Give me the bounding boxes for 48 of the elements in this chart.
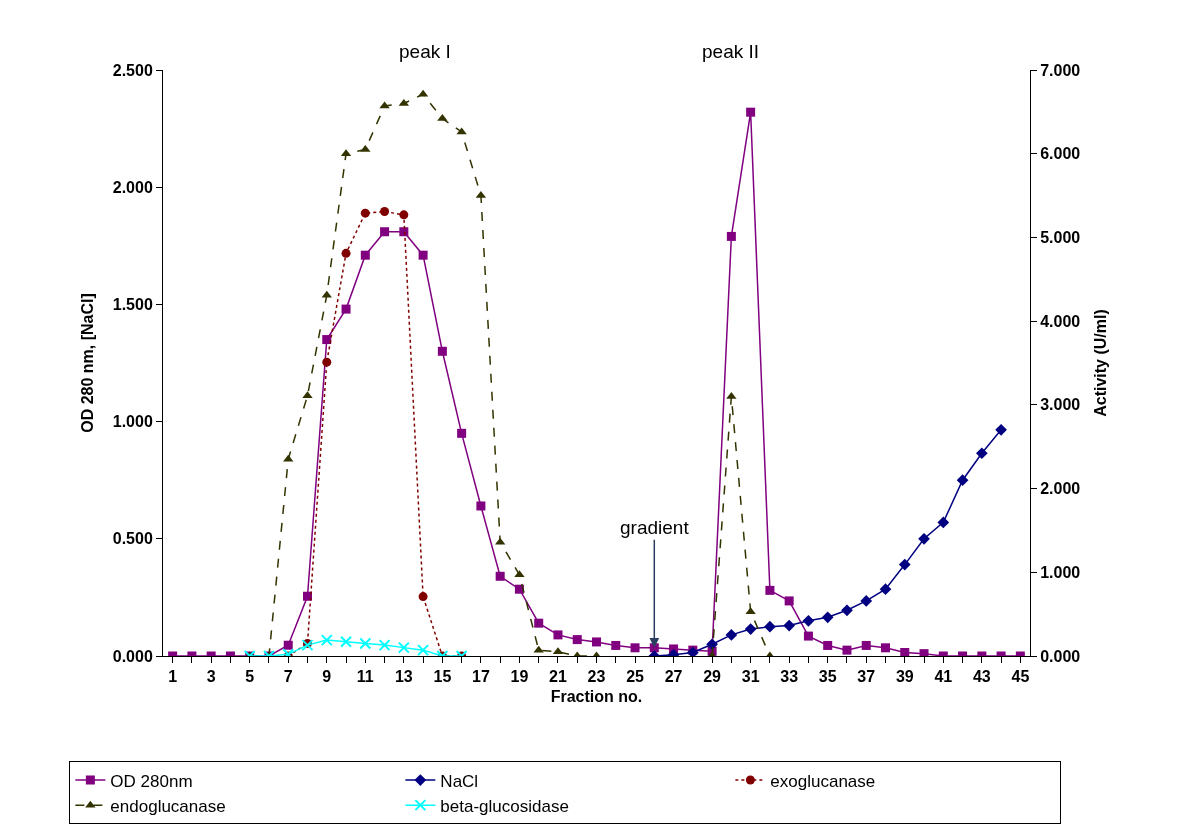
x-tick-label: 3 bbox=[206, 668, 216, 686]
y2-tick-label: 1.000 bbox=[1040, 563, 1081, 581]
x-tick-label: 35 bbox=[818, 668, 837, 686]
y2-tick-label: 2.000 bbox=[1040, 480, 1081, 498]
y2-tick-label: 7.000 bbox=[1040, 61, 1081, 79]
x-tick-label: 25 bbox=[626, 668, 645, 686]
x-tick-label: 45 bbox=[1011, 668, 1030, 686]
y-tick-label: 1.000 bbox=[112, 413, 153, 431]
x-tick-label: 5 bbox=[245, 668, 255, 686]
x-tick-label: 19 bbox=[510, 668, 529, 686]
x-tick-label: 43 bbox=[972, 668, 991, 686]
legend-label: beta-glucosidase bbox=[440, 796, 569, 816]
legend-label: exoglucanase bbox=[770, 771, 876, 791]
x-tick-label: 9 bbox=[322, 668, 332, 686]
legend-label: endoglucanase bbox=[110, 796, 226, 816]
legend-label: OD 280nm bbox=[110, 771, 193, 791]
y-axis-title: OD 280 nm, [NaCl] bbox=[78, 293, 96, 433]
x-tick-label: 17 bbox=[472, 668, 490, 686]
y-tick-label: 0.000 bbox=[112, 647, 153, 665]
x-tick-label: 21 bbox=[549, 668, 567, 686]
x-tick-label: 27 bbox=[664, 668, 683, 686]
x-tick-label: 31 bbox=[741, 668, 760, 686]
y-tick-label: 2.500 bbox=[112, 61, 153, 79]
x-tick-label: 7 bbox=[283, 668, 293, 686]
legend-label: NaCl bbox=[440, 771, 479, 791]
x-tick-label: 15 bbox=[433, 668, 452, 686]
y-tick-label: 0.500 bbox=[112, 530, 153, 548]
x-tick-label: 13 bbox=[394, 668, 413, 686]
x-tick-label: 39 bbox=[895, 668, 914, 686]
text: peak II bbox=[702, 41, 760, 62]
y-tick-label: 1.500 bbox=[112, 296, 153, 313]
y2-tick-label: 3.000 bbox=[1040, 396, 1081, 414]
annotation: gradient bbox=[620, 517, 690, 538]
y2-axis-title: Activity (U/ml) bbox=[1092, 309, 1110, 417]
y-tick-label: 2.000 bbox=[112, 178, 153, 196]
text: peak I bbox=[399, 41, 451, 62]
y2-tick-label: 4.000 bbox=[1040, 312, 1081, 330]
x-tick-label: 11 bbox=[356, 668, 374, 686]
x-tick-label: 1 bbox=[168, 668, 178, 686]
x-tick-label: 29 bbox=[703, 668, 722, 686]
x-axis-title: Fraction no. bbox=[550, 687, 643, 705]
x-tick-label: 37 bbox=[857, 668, 876, 686]
x-tick-label: 33 bbox=[780, 668, 799, 686]
x-tick-label: 41 bbox=[934, 668, 953, 686]
y2-tick-label: 5.000 bbox=[1040, 229, 1081, 247]
y2-tick-label: 0.000 bbox=[1040, 647, 1081, 665]
y2-tick-label: 6.000 bbox=[1040, 145, 1081, 163]
x-tick-label: 23 bbox=[587, 668, 606, 686]
